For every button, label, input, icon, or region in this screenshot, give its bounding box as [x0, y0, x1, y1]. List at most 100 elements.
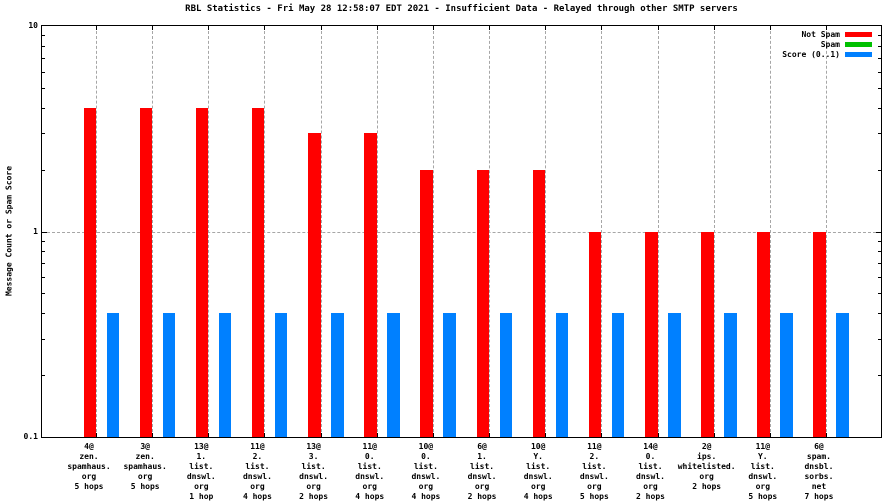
- bar-score-0-1-: [106, 313, 119, 437]
- bar-not-spam: [83, 107, 96, 437]
- x-tick-bottom: [208, 433, 210, 437]
- legend-swatch-score: [845, 52, 872, 57]
- x-tick-bottom: [264, 433, 266, 437]
- y-minor-tick-right: [878, 45, 881, 47]
- x-tick-top: [152, 26, 154, 30]
- x-tick-bottom: [432, 433, 434, 437]
- bar-not-spam: [251, 107, 265, 437]
- x-tick-bottom: [601, 433, 603, 437]
- x-tick-top: [264, 26, 266, 30]
- y-minor-tick-right: [878, 57, 881, 59]
- bar-not-spam: [588, 231, 602, 437]
- gridline-x: [152, 26, 154, 437]
- bar-not-spam: [139, 107, 153, 437]
- plot-area: Not Spam Spam Score (0..1): [41, 25, 882, 438]
- y-minor-tick-right: [878, 263, 881, 265]
- y-minor-tick-left: [42, 133, 45, 135]
- bar-not-spam: [532, 169, 546, 437]
- x-tick-label: 13@ 1. list. dnswl. org 1 hop: [186, 442, 216, 501]
- y-minor-tick-left: [42, 277, 45, 279]
- x-tick-bottom: [713, 433, 715, 437]
- legend-item-notspam: Not Spam: [782, 30, 872, 39]
- legend: Not Spam Spam Score (0..1): [782, 30, 872, 59]
- y-minor-tick-left: [42, 87, 45, 89]
- legend-label-notspam: Not Spam: [801, 30, 840, 39]
- y-major-tick-left: [42, 231, 47, 233]
- bar-score-0-1-: [387, 313, 400, 437]
- x-tick-label: 11@ 2. list. dnswl. org 5 hops: [579, 442, 609, 501]
- x-tick-label: 4@ zen. spamhaus. org 5 hops: [67, 442, 111, 491]
- y-minor-tick-right: [878, 71, 881, 73]
- bar-score-0-1-: [218, 313, 232, 437]
- x-tick-label: 10@ 0. list. dnswl. org 4 hops: [411, 442, 441, 501]
- y-minor-tick-left: [42, 313, 45, 315]
- y-minor-tick-right: [878, 87, 881, 89]
- x-tick-bottom: [657, 433, 659, 437]
- y-minor-tick-left: [42, 293, 45, 295]
- gridline-x: [208, 26, 210, 437]
- x-tick-label: 3@ zen. spamhaus. org 5 hops: [123, 442, 167, 491]
- x-tick-label: 2@ ips. whitelisted. org 2 hops: [677, 442, 736, 491]
- legend-item-spam: Spam: [782, 40, 872, 49]
- y-minor-tick-right: [878, 240, 881, 242]
- y-minor-tick-right: [878, 375, 881, 377]
- gridline-y1: [42, 231, 881, 233]
- x-tick-bottom: [825, 433, 827, 437]
- bar-not-spam: [813, 231, 826, 437]
- x-tick-top: [713, 26, 715, 30]
- bar-score-0-1-: [836, 313, 849, 437]
- y-minor-tick-left: [42, 338, 45, 340]
- y-minor-tick-right: [878, 107, 881, 109]
- y-minor-tick-right: [878, 169, 881, 171]
- y-minor-tick-left: [42, 263, 45, 265]
- x-tick-top: [825, 26, 827, 30]
- x-tick-top: [657, 26, 659, 30]
- gridline-x: [713, 26, 715, 437]
- gridline-x: [657, 26, 659, 437]
- bar-score-0-1-: [611, 313, 625, 437]
- x-tick-top: [320, 26, 322, 30]
- x-tick-bottom: [96, 433, 97, 437]
- y-minor-tick-right: [878, 277, 881, 279]
- legend-label-spam: Spam: [820, 40, 840, 49]
- gridline-x: [432, 26, 434, 437]
- x-tick-label: 11@ Y. list. dnswl. org 5 hops: [748, 442, 778, 501]
- bar-score-0-1-: [724, 313, 737, 437]
- x-tick-top: [489, 26, 491, 30]
- y-minor-tick-right: [878, 313, 881, 315]
- bar-score-0-1-: [780, 313, 793, 437]
- y-minor-tick-right: [878, 35, 881, 37]
- x-tick-label: 10@ Y. list. dnswl. org 4 hops: [523, 442, 553, 501]
- x-tick-label: 6@ 1. list. dnswl. org 2 hops: [467, 442, 497, 501]
- y-minor-tick-left: [42, 57, 45, 59]
- x-tick-label: 11@ 0. list. dnswl. org 4 hops: [355, 442, 385, 501]
- x-tick-top: [601, 26, 603, 30]
- y-minor-tick-left: [42, 251, 45, 253]
- y-tick-label: 0.1: [23, 432, 38, 441]
- x-tick-label: 11@ 2. list. dnswl. org 4 hops: [242, 442, 272, 501]
- x-tick-bottom: [376, 433, 378, 437]
- bar-not-spam: [476, 169, 490, 437]
- y-minor-tick-left: [42, 107, 45, 109]
- bar-score-0-1-: [499, 313, 513, 437]
- gridline-x: [489, 26, 491, 437]
- gridline-x: [825, 26, 827, 437]
- bar-not-spam: [645, 231, 658, 437]
- x-tick-bottom: [152, 433, 154, 437]
- bar-not-spam: [364, 133, 377, 437]
- bar-score-0-1-: [162, 313, 176, 437]
- x-tick-top: [545, 26, 547, 30]
- gridline-x: [376, 26, 378, 437]
- bar-score-0-1-: [274, 313, 288, 437]
- y-tick-label: 1: [33, 226, 38, 236]
- x-tick-top: [208, 26, 210, 30]
- y-major-tick-right: [876, 231, 881, 233]
- x-tick-label: 14@ 0. list. dnswl. org 2 hops: [636, 442, 665, 501]
- x-tick-bottom: [769, 433, 771, 437]
- x-tick-top: [432, 26, 434, 30]
- y-minor-tick-left: [42, 45, 45, 47]
- y-minor-tick-left: [42, 240, 45, 242]
- gridline-x: [769, 26, 771, 437]
- y-minor-tick-left: [42, 35, 45, 37]
